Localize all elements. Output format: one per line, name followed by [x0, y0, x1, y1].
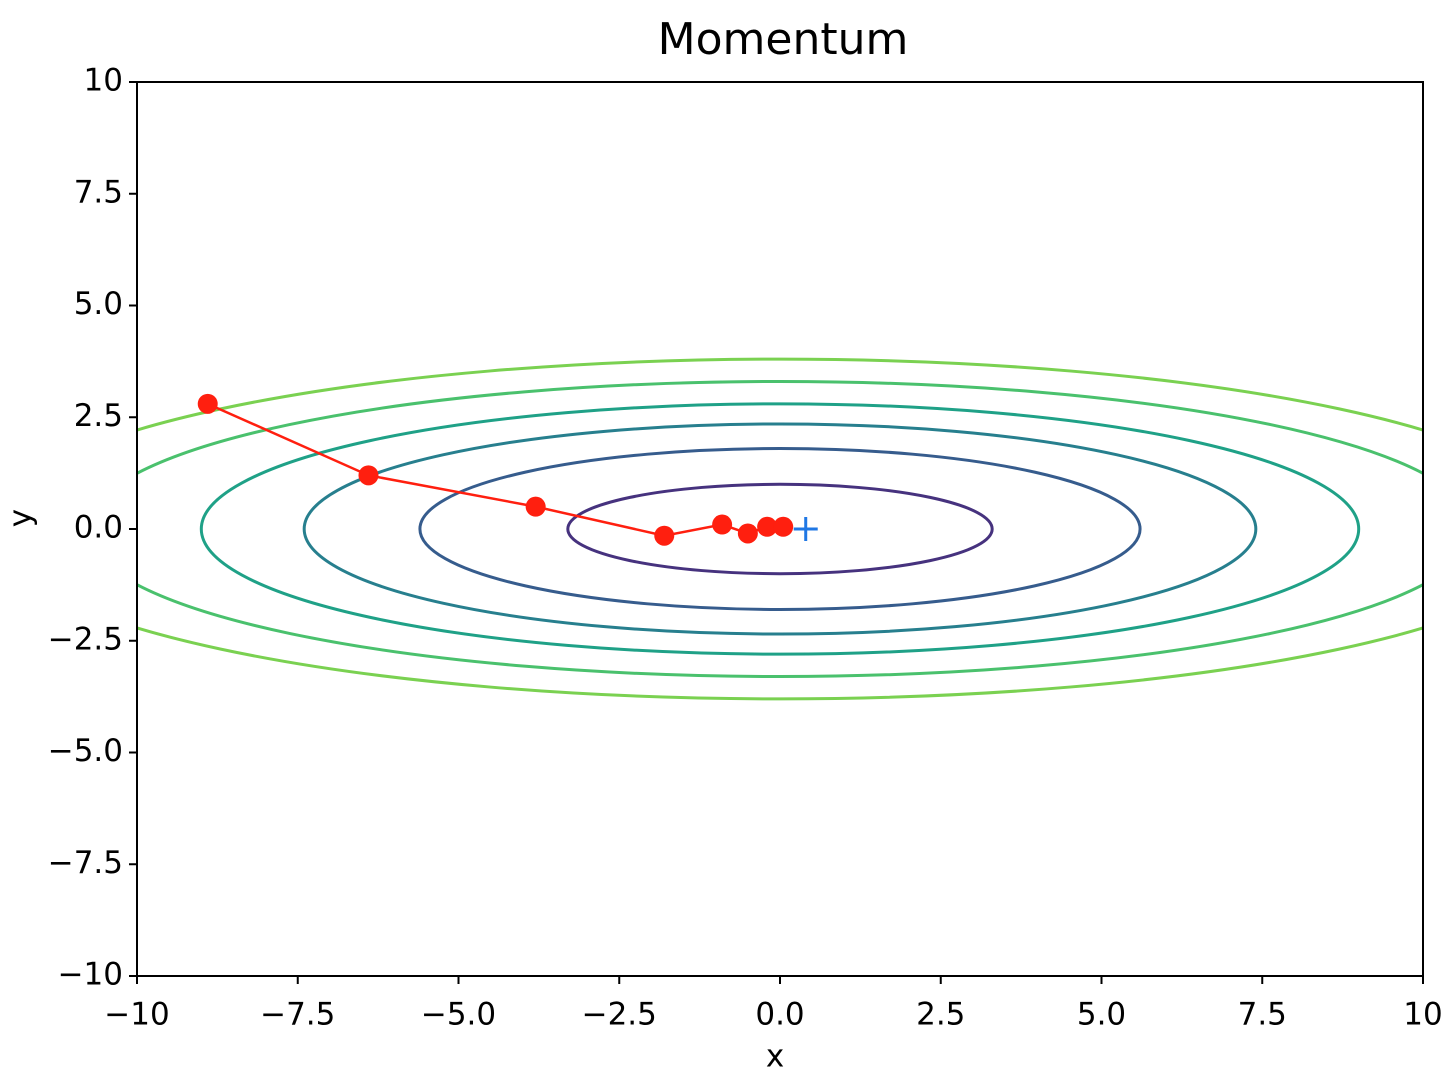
x-tick-label: 10	[1403, 997, 1442, 1033]
trajectory-point	[654, 525, 675, 546]
trajectory-point	[197, 393, 218, 414]
x-tick-label: 2.5	[916, 997, 965, 1033]
y-tick-label: −5.0	[48, 733, 123, 769]
x-tick-label: −10	[104, 997, 169, 1033]
y-tick-label: 10	[84, 63, 123, 99]
trajectory-point	[757, 516, 778, 537]
y-tick-label: 5.0	[74, 286, 123, 322]
contour-line	[302, 422, 1258, 636]
x-tick-label: −2.5	[582, 997, 657, 1033]
y-tick-label: 0.0	[74, 510, 123, 546]
contour-line	[418, 447, 1142, 611]
contour-line	[137, 357, 1423, 701]
y-tick-label: −10	[58, 957, 123, 993]
x-tick-label: 7.5	[1238, 997, 1287, 1033]
trajectory-point	[525, 496, 546, 517]
contour-line	[199, 402, 1361, 656]
x-tick-label: 0.0	[755, 997, 804, 1033]
trajectory-point	[712, 514, 733, 535]
minimum-marker	[793, 517, 818, 541]
x-tick-label: −5.0	[421, 997, 496, 1033]
x-tick-label: −7.5	[260, 997, 335, 1033]
trajectory-point	[737, 523, 758, 544]
trajectory-point	[358, 465, 379, 486]
contour-line	[137, 380, 1423, 678]
y-tick-label: −2.5	[48, 621, 123, 657]
y-tick-label: −7.5	[48, 845, 123, 881]
chart-title: Momentum	[658, 14, 909, 65]
x-axis-label: x	[766, 1039, 784, 1075]
x-tick-label: 5.0	[1077, 997, 1126, 1033]
contour-line	[566, 482, 994, 576]
plot-area	[137, 357, 1423, 701]
trajectory-point	[773, 516, 794, 537]
y-axis-label: y	[3, 509, 39, 527]
y-tick-label: 2.5	[74, 398, 123, 434]
y-tick-label: 7.5	[74, 174, 123, 210]
